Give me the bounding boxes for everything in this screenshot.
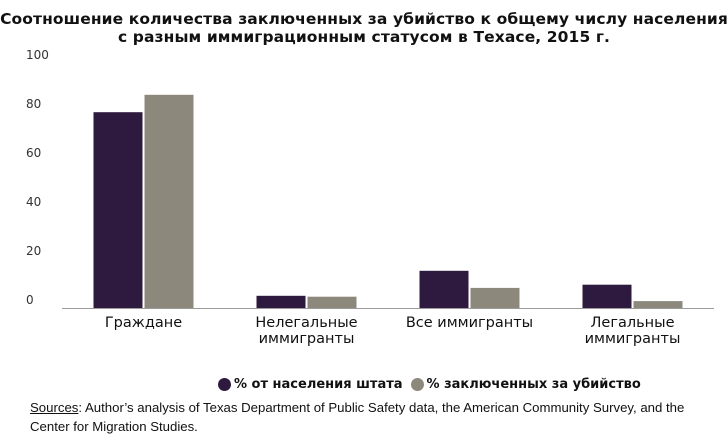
legend-item-population: % от населения штата <box>218 377 403 392</box>
legend-swatch-population <box>218 377 231 391</box>
bar-inmates <box>144 94 194 308</box>
y-tick-label: 60 <box>26 146 41 160</box>
sources-note: Sources: Author’s analysis of Texas Depa… <box>30 398 720 436</box>
chart-title-line-2: с разным иммиграционным статусом в Техас… <box>117 28 611 46</box>
bar-population <box>93 112 143 308</box>
sources-label: Sources <box>30 400 79 415</box>
x-category-label: Нелегальные иммигранты <box>255 315 357 347</box>
chart-title: Соотношение количества заключенных за уб… <box>0 10 728 46</box>
legend-label-population: % от населения штата <box>234 376 403 392</box>
x-category-label-line: Граждане <box>105 315 182 331</box>
y-tick-label: 100 <box>26 48 49 62</box>
x-category-label-line: Все иммигранты <box>406 315 533 331</box>
chart-legend: % от населения штата % заключенных за уб… <box>218 375 649 393</box>
sources-text: : Author’s analysis of Texas Department … <box>30 400 685 434</box>
x-category-label-line: Легальные <box>591 315 675 331</box>
bar-inmates <box>633 301 683 308</box>
bar-population <box>582 284 632 308</box>
x-category-label-line: иммигранты <box>259 331 355 347</box>
chart-title-line-1: Соотношение количества заключенных за уб… <box>0 10 728 28</box>
legend-label-inmates: % заключенных за убийство <box>426 376 641 392</box>
legend-item-inmates: % заключенных за убийство <box>410 376 641 392</box>
y-tick-label: 20 <box>26 244 41 258</box>
bar-population <box>419 270 469 308</box>
x-category-label: Все иммигранты <box>406 315 533 331</box>
y-axis: 0 20 40 60 80 100 <box>26 48 49 307</box>
y-tick-label: 80 <box>26 97 41 111</box>
x-category-label-line: Нелегальные <box>255 315 357 331</box>
x-category-label: Легальные иммигранты <box>585 315 681 347</box>
bar-inmates <box>470 287 520 308</box>
legend-swatch-inmates <box>410 377 424 391</box>
x-category-label-line: иммигранты <box>585 331 681 347</box>
bar-series <box>93 94 683 309</box>
x-category-label: Граждане <box>105 315 182 331</box>
y-tick-label: 0 <box>26 293 34 307</box>
y-tick-label: 40 <box>26 195 41 209</box>
bar-population <box>256 295 306 309</box>
bar-inmates <box>307 296 357 308</box>
